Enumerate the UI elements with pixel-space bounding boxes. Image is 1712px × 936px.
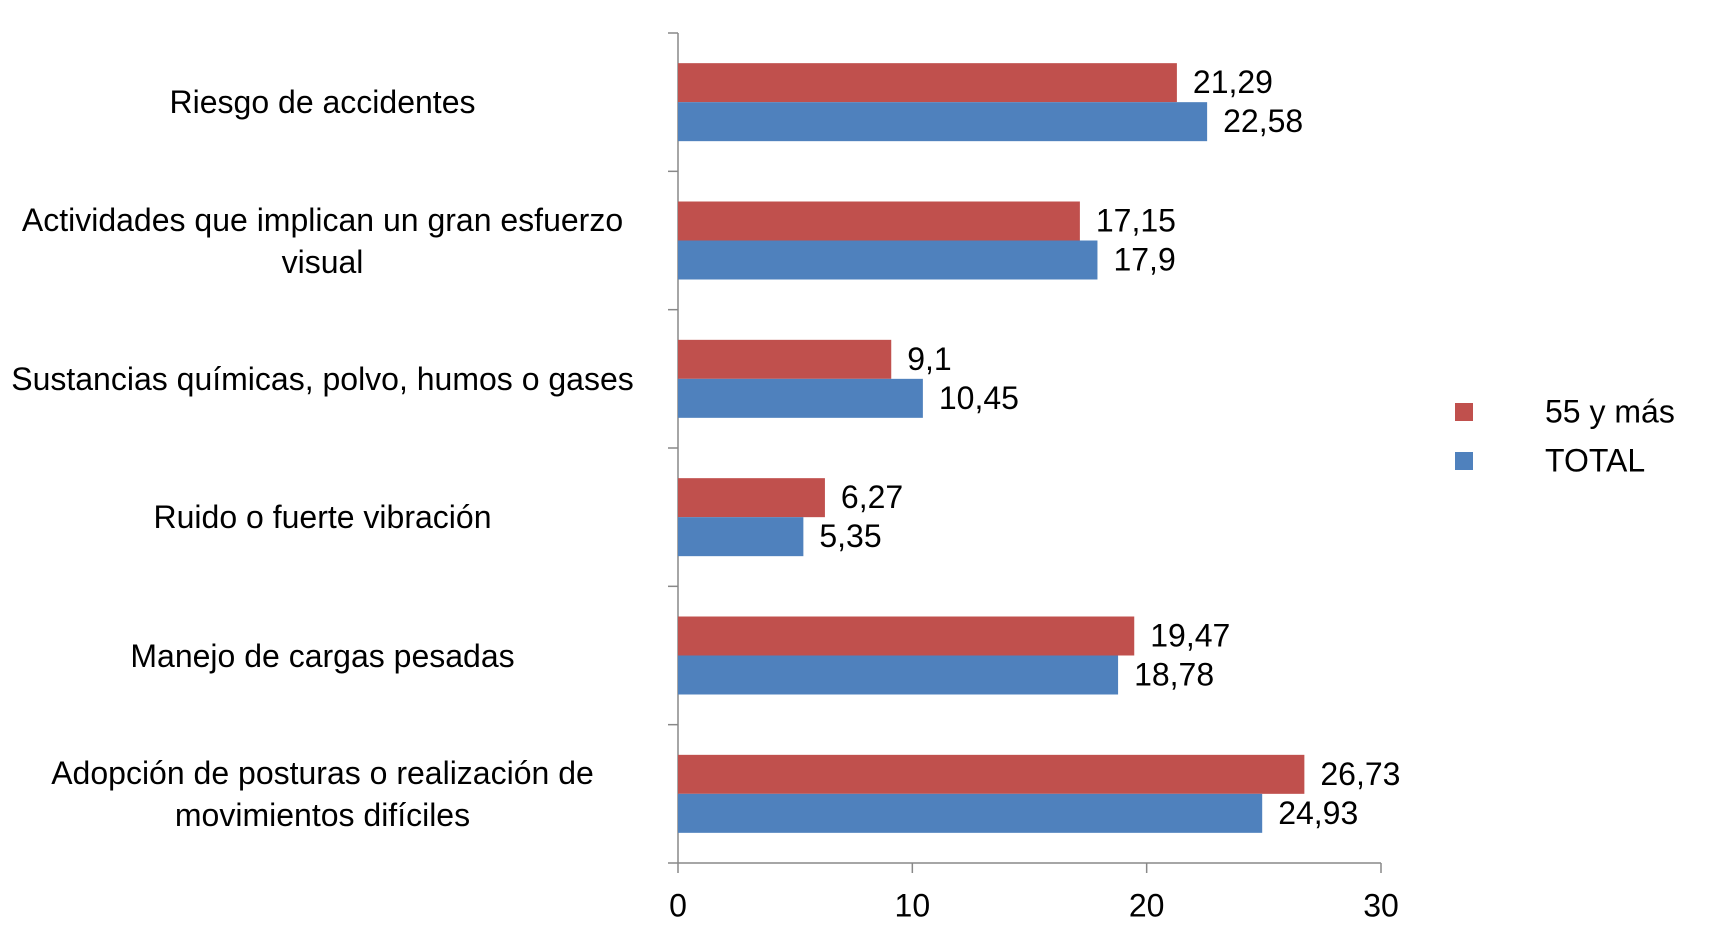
value-label: 22,58 xyxy=(1223,103,1303,139)
bar xyxy=(678,655,1119,695)
x-tick-label: 10 xyxy=(895,887,931,923)
value-label: 19,47 xyxy=(1150,617,1230,653)
bar xyxy=(678,754,1305,794)
value-label: 24,93 xyxy=(1278,795,1358,831)
value-label: 26,73 xyxy=(1320,756,1400,792)
bar xyxy=(678,339,892,379)
value-label: 6,27 xyxy=(841,479,903,515)
legend-swatch xyxy=(1455,403,1473,421)
category-label: Manejo de cargas pesadas xyxy=(130,637,515,674)
x-tick-label: 30 xyxy=(1363,887,1399,923)
bar xyxy=(678,63,1177,103)
bar xyxy=(678,102,1208,142)
bar xyxy=(678,517,804,557)
value-label: 18,78 xyxy=(1134,656,1214,692)
legend-swatch xyxy=(1455,452,1473,470)
value-label: 21,29 xyxy=(1193,64,1273,100)
category-label: Sustancias químicas, polvo, humos o gase… xyxy=(11,360,634,397)
bar xyxy=(678,201,1080,241)
value-label: 5,35 xyxy=(819,518,881,554)
value-label: 17,15 xyxy=(1096,202,1176,238)
bar xyxy=(678,793,1263,833)
value-label: 10,45 xyxy=(939,380,1019,416)
bar xyxy=(678,240,1098,280)
bar xyxy=(678,378,923,418)
category-label: Actividades que implican un gran esfuerz… xyxy=(21,201,624,280)
legend-label: 55 y más xyxy=(1545,393,1675,429)
category-label: Adopción de posturas o realización de mo… xyxy=(51,754,594,833)
value-label: 17,9 xyxy=(1113,241,1175,277)
x-tick-label: 0 xyxy=(669,887,687,923)
legend-label: TOTAL xyxy=(1545,442,1645,478)
category-label: Ruido o fuerte vibración xyxy=(153,499,492,536)
value-label: 9,1 xyxy=(907,341,951,377)
bar xyxy=(678,616,1135,656)
category-label: Riesgo de accidentes xyxy=(169,84,476,121)
x-tick-label: 20 xyxy=(1129,887,1165,923)
bar xyxy=(678,478,825,518)
